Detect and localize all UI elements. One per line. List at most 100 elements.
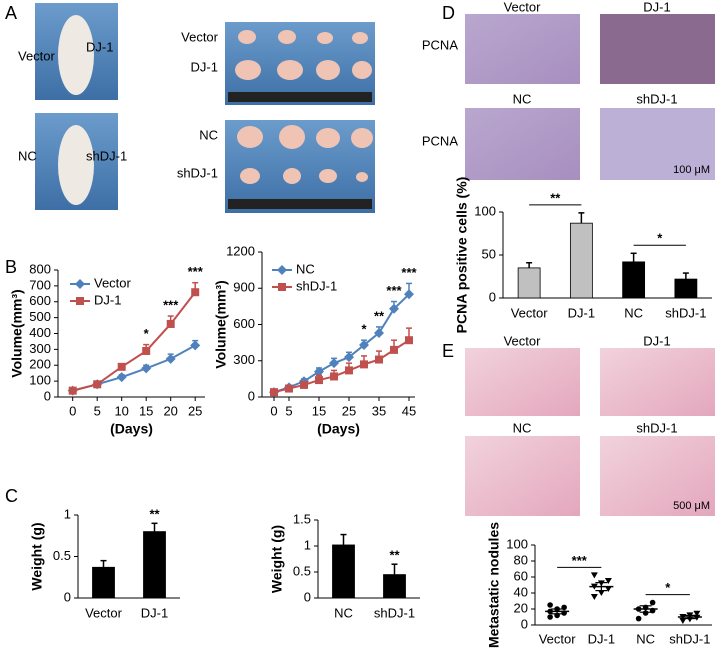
- marker: [190, 340, 201, 351]
- y-tick-label: 100: [29, 373, 51, 388]
- panel-label: C: [5, 486, 18, 506]
- data-point: [547, 602, 553, 608]
- y-tick-label: 800: [29, 261, 51, 276]
- annotation: *: [361, 322, 367, 337]
- x-tick-label: 0: [69, 403, 76, 418]
- histology-photo: [600, 14, 715, 84]
- photo-group-a: Vector DJ-1 NC shDJ-1 Vector DJ-1 NC shD…: [18, 3, 375, 213]
- y-tick-label: 1: [304, 537, 311, 552]
- x-tick-label: DJ-1: [568, 305, 595, 320]
- photo-label: DJ-1: [191, 59, 218, 74]
- annotation: **: [149, 507, 160, 522]
- data-point: [679, 618, 687, 624]
- marker: [390, 345, 398, 354]
- marker: [142, 346, 151, 355]
- photo-label: NC: [199, 127, 218, 142]
- y-tick-label: 200: [29, 357, 51, 372]
- y-tick-label: 1200: [226, 243, 255, 258]
- mouse-shape: [58, 15, 94, 95]
- x-axis-label: (Days): [110, 421, 153, 437]
- annotation: **: [374, 308, 385, 323]
- legend-label: shDJ-1: [296, 278, 337, 293]
- x-tick-label: 5: [94, 403, 101, 418]
- scale-label: 500 μM: [673, 500, 710, 512]
- legend-label: NC: [296, 261, 315, 276]
- x-tick-label: 25: [188, 403, 202, 418]
- photo-title: NC: [513, 91, 532, 106]
- x-tick-label: 25: [342, 403, 356, 418]
- photo-label: Vector: [18, 48, 56, 63]
- legend-label: DJ-1: [94, 292, 121, 307]
- annotation: **: [389, 548, 400, 563]
- y-tick-label: 80: [514, 552, 528, 567]
- y-tick-label: 0: [489, 289, 496, 304]
- photo-title: Vector: [504, 0, 542, 14]
- bracket-label: *: [657, 231, 663, 246]
- y-tick-label: 50: [482, 246, 496, 261]
- photo-group-d: Vector DJ-1 NC shDJ-1 PCNA PCNA 100 μM: [422, 0, 715, 180]
- y-tick-label: 300: [29, 341, 51, 356]
- marker: [76, 297, 84, 305]
- y-tick-label: 0: [44, 388, 51, 403]
- bar: [332, 544, 355, 599]
- bar: [143, 531, 166, 599]
- bar: [569, 222, 593, 299]
- marker: [165, 353, 176, 364]
- x-tick-label: 15: [139, 403, 153, 418]
- marker: [405, 336, 413, 345]
- data-point: [604, 578, 612, 584]
- marker: [375, 355, 383, 364]
- row-label: PCNA: [422, 133, 458, 148]
- y-tick-label: 900: [233, 280, 255, 295]
- x-tick-label: 15: [312, 403, 326, 418]
- bar: [517, 267, 541, 299]
- y-tick-label: 100: [474, 203, 496, 218]
- annotation: *: [144, 326, 150, 341]
- annotation: ***: [188, 264, 204, 279]
- marker: [314, 366, 324, 377]
- y-axis-label: Weight (g): [269, 525, 285, 593]
- photo-title: Vector: [504, 333, 542, 348]
- annotation: ***: [401, 265, 417, 280]
- marker: [389, 303, 399, 314]
- scale-label: 100 μM: [673, 164, 710, 176]
- marker: [404, 289, 414, 300]
- marker: [117, 362, 126, 371]
- x-tick-label: DJ-1: [141, 605, 168, 620]
- y-axis-label: Metastatic nodules: [486, 522, 502, 648]
- bracket-label: *: [665, 580, 671, 595]
- marker: [278, 283, 286, 291]
- series-line: [273, 293, 410, 394]
- bar: [622, 261, 646, 299]
- y-tick-label: 300: [233, 352, 255, 367]
- marker: [285, 384, 293, 393]
- x-tick-label: NC: [636, 631, 655, 646]
- x-tick-label: 35: [372, 403, 386, 418]
- photo-title: DJ-1: [643, 0, 670, 14]
- data-point: [547, 614, 553, 620]
- marker: [277, 265, 287, 275]
- photo-label: NC: [18, 148, 37, 163]
- marker: [374, 327, 384, 338]
- marker: [191, 288, 200, 297]
- y-tick-label: 60: [514, 568, 528, 583]
- annotation: ***: [163, 297, 179, 312]
- bracket-label: ***: [572, 553, 588, 568]
- x-tick-label: NC: [624, 305, 643, 320]
- ruler: [228, 92, 372, 102]
- y-tick-label: 1: [64, 506, 71, 521]
- marker: [345, 366, 353, 375]
- x-tick-label: Vector: [511, 305, 549, 320]
- photo-label: DJ-1: [86, 39, 113, 54]
- legend-label: Vector: [94, 275, 132, 290]
- histology-photo: [600, 436, 715, 516]
- x-tick-label: DJ-1: [588, 631, 615, 646]
- bar: [674, 278, 698, 299]
- histology-photo: [600, 348, 715, 416]
- marker: [166, 319, 175, 328]
- y-tick-label: 1.5: [293, 511, 311, 526]
- ruler: [228, 199, 372, 209]
- y-tick-label: 0: [304, 589, 311, 604]
- photo-label: shDJ-1: [177, 165, 218, 180]
